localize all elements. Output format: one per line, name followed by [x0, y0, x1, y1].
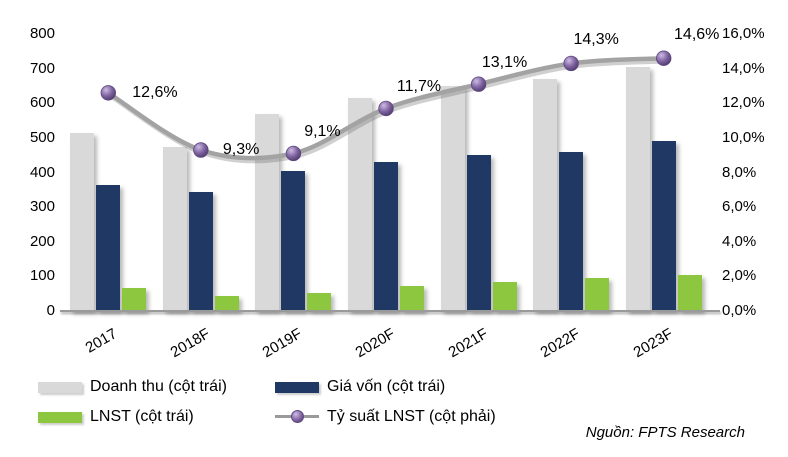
legend-label: Doanh thu (cột trái) [90, 378, 227, 395]
line-data-label: 12,6% [132, 83, 178, 101]
legend-item-doanh-thu: Doanh thu (cột trái) [38, 376, 227, 398]
left-axis-tick-label: 100 [29, 267, 55, 285]
left-axis-tick-label: 700 [29, 59, 55, 77]
gia-von-swatch-icon [275, 381, 319, 393]
bar-gia-von [96, 184, 121, 311]
line-data-label: 14,3% [573, 31, 619, 49]
left-axis-tick-label: 800 [29, 25, 55, 42]
doanh-thu-swatch-icon [38, 381, 82, 393]
line-data-label: 13,1% [481, 54, 528, 72]
line-data-label: 11,7% [396, 78, 442, 96]
right-axis-tick-label: 12,0% [722, 94, 765, 112]
line-marker-icon [563, 55, 579, 72]
bar-lnst [214, 295, 239, 311]
bar-lnst [677, 275, 702, 311]
line-marker-icon [285, 145, 302, 162]
source-note: Nguồn: FPTS Research [585, 424, 745, 441]
bar-doanh-thu [533, 79, 558, 311]
line-marker-icon [378, 100, 394, 117]
line-marker-icon [193, 142, 209, 158]
bar-gia-von [374, 162, 398, 311]
bar-doanh-thu [348, 98, 372, 311]
right-axis-tick-label: 4,0% [722, 232, 757, 250]
right-axis-tick-label: 2,0% [722, 267, 757, 285]
right-axis-tick-label: 16,0% [722, 25, 765, 42]
bar-lnst [122, 288, 147, 311]
legend-item-gia-von: Giá vốn (cột trái) [275, 376, 445, 398]
right-axis-tick-label: 14,0% [722, 59, 765, 77]
legend-label: Giá vốn (cột trái) [327, 378, 446, 395]
bar-doanh-thu [70, 132, 95, 311]
line-data-label: 14,6% [674, 26, 720, 44]
bar-gia-von [281, 170, 306, 311]
right-axis-tick-label: 0,0% [722, 302, 757, 319]
bar-doanh-thu [255, 113, 280, 311]
bar-lnst [307, 292, 332, 311]
bar-lnst [492, 281, 517, 311]
line-marker-icon [100, 85, 116, 101]
legend-item-ty-suat-lnst: Tỷ suất LNST (cột phải) [275, 406, 496, 428]
left-axis-tick-label: 200 [29, 232, 55, 250]
left-axis-tick-label: 500 [29, 128, 55, 146]
bar-lnst [585, 277, 610, 311]
line-marker-swatch-icon [275, 410, 319, 424]
line-marker-icon [656, 50, 672, 66]
left-axis-tick-label: 300 [29, 198, 55, 216]
left-axis-tick-label: 400 [29, 163, 55, 181]
bar-doanh-thu [440, 85, 465, 311]
x-axis-line [60, 310, 720, 312]
bar-gia-von [651, 141, 676, 311]
left-axis-tick-label: 600 [29, 94, 55, 112]
legend-label: Tỷ suất LNST (cột phải) [327, 408, 496, 425]
bar-doanh-thu [162, 146, 187, 311]
bar-gia-von [188, 191, 213, 311]
line-marker-icon [470, 76, 487, 92]
right-axis-tick-label: 8,0% [722, 163, 757, 181]
left-axis-tick-label: 0 [46, 302, 55, 319]
bar-lnst [400, 286, 424, 311]
right-axis-tick-label: 6,0% [722, 198, 757, 216]
line-data-label: 9,1% [304, 123, 341, 141]
legend-item-lnst: LNST (cột trái) [38, 406, 194, 428]
bar-gia-von [559, 151, 584, 311]
bar-doanh-thu [625, 66, 650, 311]
right-axis-tick-label: 10,0% [722, 128, 765, 146]
legend-label: LNST (cột trái) [90, 408, 194, 425]
bar-gia-von [466, 155, 491, 311]
line-data-label: 9,3% [222, 140, 260, 158]
lnst-swatch-icon [38, 411, 82, 423]
